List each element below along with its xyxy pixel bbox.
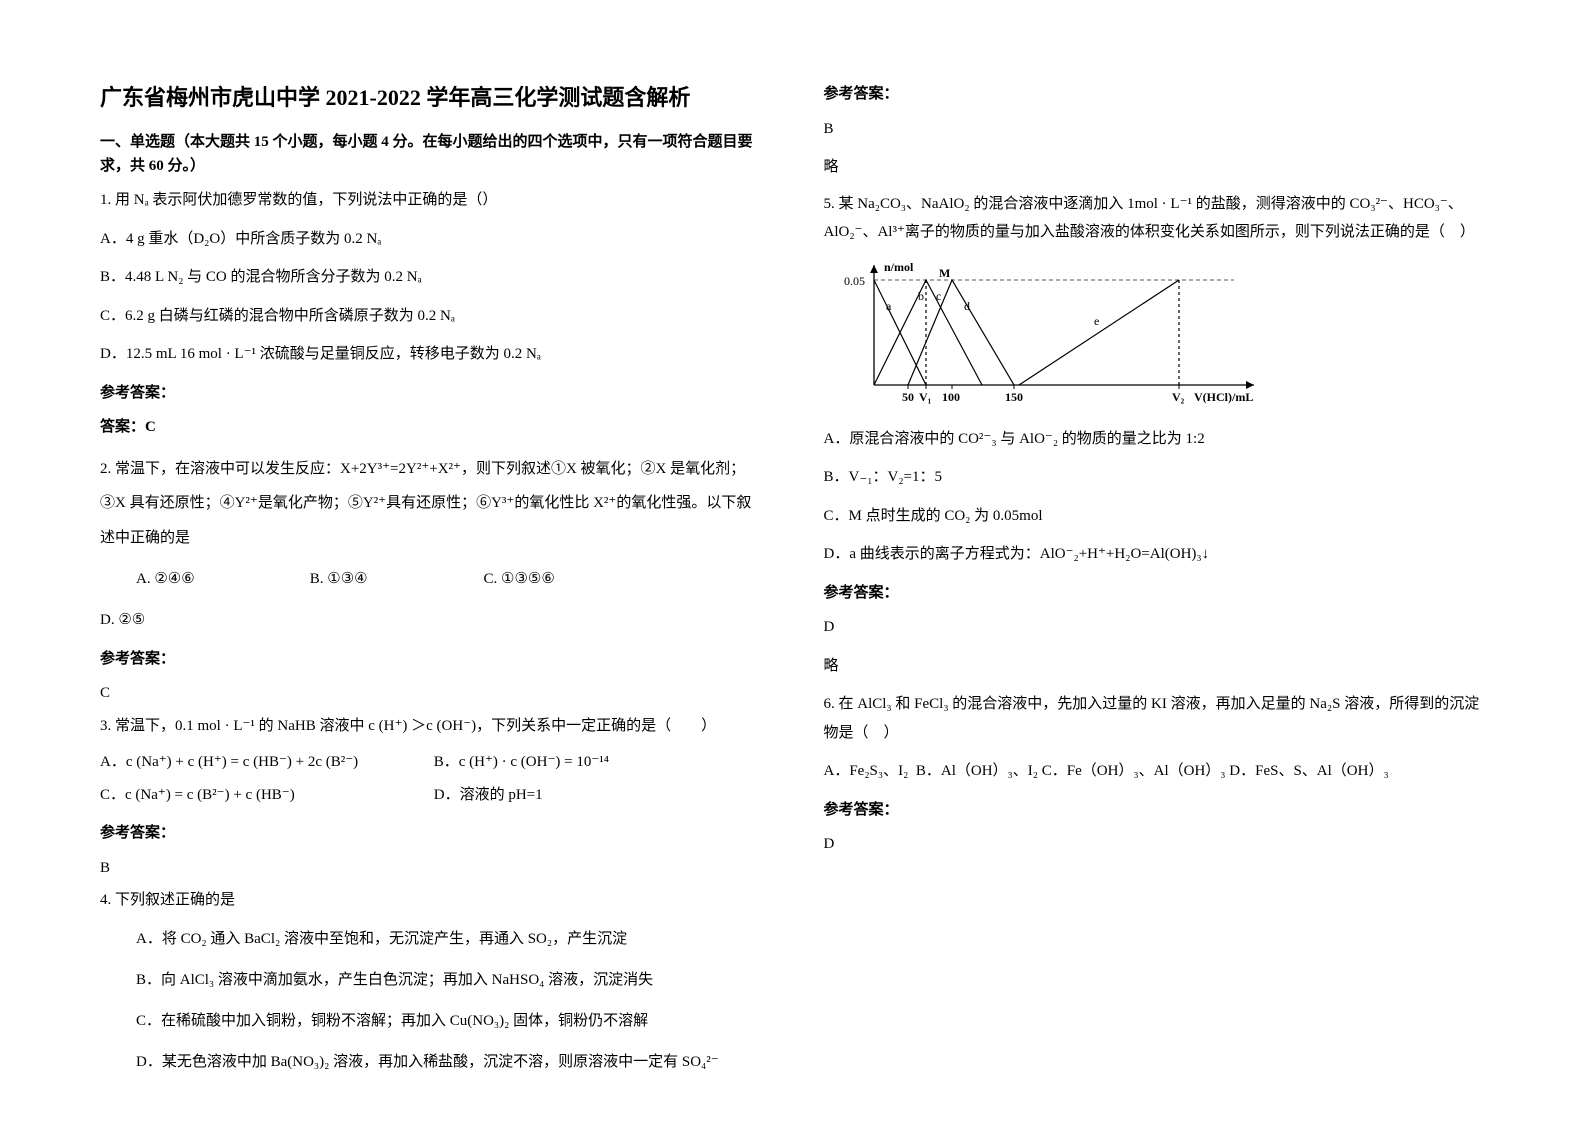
chart-m-label: M — [939, 266, 950, 280]
q1-stem: 1. 用 Nₐ 表示阿伏加德罗常数的值，下列说法中正确的是（） — [100, 186, 764, 215]
section-header: 一、单选题（本大题共 15 个小题，每小题 4 分。在每小题给出的四个选项中，只… — [100, 130, 764, 178]
q4-option-a: A．将 CO₂ 通入 BaCl₂ 溶液中至饱和，无沉淀产生，再通入 SO₂，产生… — [100, 923, 764, 956]
svg-text:V₂: V₂ — [1172, 390, 1185, 404]
q2-option-b: B. ①③④ — [310, 563, 480, 596]
q5-answer-header: 参考答案： — [824, 579, 1488, 608]
q4-option-d: D．某无色溶液中加 Ba(NO₃)₂ 溶液，再加入稀盐酸，沉淀不溶，则原溶液中一… — [100, 1046, 764, 1079]
svg-text:V₁: V₁ — [919, 390, 932, 404]
q3-options-row2: C．c (Na⁺) = c (B²⁻) + c (HB⁻) D．溶液的 pH=1 — [100, 781, 764, 810]
svg-text:100: 100 — [942, 390, 960, 404]
q5-option-a: A．原混合溶液中的 CO²⁻₃ 与 AlO⁻₂ 的物质的量之比为 1:2 — [824, 425, 1488, 454]
q5-omitted: 略 — [824, 652, 1488, 681]
chart-y-label: n/mol — [884, 260, 914, 274]
q6-stem: 6. 在 AlCl₃ 和 FeCl₃ 的混合溶液中，先加入过量的 KI 溶液，再… — [824, 690, 1488, 747]
question-6: 6. 在 AlCl₃ 和 FeCl₃ 的混合溶液中，先加入过量的 KI 溶液，再… — [824, 690, 1488, 859]
q6-option-d: D．FeS、S、Al（OH）₃ — [1229, 757, 1388, 786]
q3-option-b: B．c (H⁺) · c (OH⁻) = 10⁻¹⁴ — [434, 748, 609, 777]
q6-option-c: C．Fe（OH）₃、Al（OH）₃ — [1042, 757, 1226, 786]
q5-option-d: D．a 曲线表示的离子方程式为：AlO⁻₂+H⁺+H₂O=Al(OH)₃↓ — [824, 540, 1488, 569]
question-3: 3. 常温下，0.1 mol · L⁻¹ 的 NaHB 溶液中 c (H⁺) ＞… — [100, 712, 764, 883]
q1-option-d: D．12.5 mL 16 mol · L⁻¹ 浓硫酸与足量铜反应，转移电子数为 … — [100, 340, 764, 369]
q2-answer: C — [100, 679, 764, 708]
q6-options-row: A．Fe₂S₃、I₂ B．Al（OH）₃、I₂ C．Fe（OH）₃、Al（OH）… — [824, 757, 1488, 786]
svg-text:e: e — [1094, 314, 1099, 328]
q5-chart-svg: n/mol 0.05 M — [824, 255, 1324, 415]
q4-option-b: B．向 AlCl₃ 溶液中滴加氨水，产生白色沉淀；再加入 NaHSO₄ 溶液，沉… — [100, 964, 764, 997]
q1-option-b: B．4.48 L N₂ 与 CO 的混合物所含分子数为 0.2 Nₐ — [100, 263, 764, 292]
q3-option-c: C．c (Na⁺) = c (B²⁻) + c (HB⁻) — [100, 781, 430, 810]
q5-answer: D — [824, 613, 1488, 642]
svg-text:150: 150 — [1005, 390, 1023, 404]
q2-options-row1: A. ②④⑥ B. ①③④ C. ①③⑤⑥ — [100, 563, 764, 596]
question-2: 2. 常温下，在溶液中可以发生反应：X+2Y³⁺=2Y²⁺+X²⁺，则下列叙述①… — [100, 452, 764, 708]
q5-stem: 5. 某 Na₂CO₃、NaAlO₂ 的混合溶液中逐滴加入 1mol · L⁻¹… — [824, 190, 1488, 247]
q2-option-a: A. ②④⑥ — [136, 563, 306, 596]
q6-option-b: B．Al（OH）₃、I₂ — [916, 757, 1038, 786]
svg-text:b: b — [918, 289, 924, 303]
q1-answer: 答案：C — [100, 413, 764, 442]
q4-answer: B — [824, 115, 1488, 144]
q6-answer-header: 参考答案： — [824, 796, 1488, 825]
q5-chart: n/mol 0.05 M — [824, 255, 1324, 415]
q3-option-d: D．溶液的 pH=1 — [434, 781, 543, 810]
q2-option-d: D. ②⑤ — [100, 606, 764, 635]
q5-option-b: B．V₋₁：V₂=1：5 — [824, 463, 1488, 492]
q4-stem: 4. 下列叙述正确的是 — [100, 886, 764, 915]
q6-answer: D — [824, 830, 1488, 859]
svg-text:d: d — [964, 299, 970, 313]
chart-x-tick-labels: 50 V₁ 100 150 V₂ — [902, 390, 1185, 404]
q3-answer-header: 参考答案： — [100, 819, 764, 848]
q1-option-a: A．4 g 重水（D₂O）中所含质子数为 0.2 Nₐ — [100, 225, 764, 254]
chart-x-label: V(HCl)/mL — [1194, 390, 1253, 404]
q3-options-row1: A．c (Na⁺) + c (H⁺) = c (HB⁻) + 2c (B²⁻) … — [100, 748, 764, 777]
q1-option-c: C．6.2 g 白磷与红磷的混合物中所含磷原子数为 0.2 Nₐ — [100, 302, 764, 331]
q3-answer: B — [100, 854, 764, 883]
svg-text:a: a — [886, 299, 892, 313]
q6-option-a: A．Fe₂S₃、I₂ — [824, 757, 909, 786]
q4-answer-header: 参考答案： — [824, 80, 1488, 109]
page-title: 广东省梅州市虎山中学 2021-2022 学年高三化学测试题含解析 — [100, 80, 764, 112]
question-5: 5. 某 Na₂CO₃、NaAlO₂ 的混合溶液中逐滴加入 1mol · L⁻¹… — [824, 190, 1488, 681]
q3-option-a: A．c (Na⁺) + c (H⁺) = c (HB⁻) + 2c (B²⁻) — [100, 748, 430, 777]
q3-stem: 3. 常温下，0.1 mol · L⁻¹ 的 NaHB 溶液中 c (H⁺) ＞… — [100, 712, 764, 741]
svg-text:50: 50 — [902, 390, 914, 404]
chart-curve-labels: a b c d e — [886, 289, 1099, 328]
q4-omitted: 略 — [824, 153, 1488, 182]
q4-option-c: C．在稀硫酸中加入铜粉，铜粉不溶解；再加入 Cu(NO₃)₂ 固体，铜粉仍不溶解 — [100, 1005, 764, 1038]
q2-option-c: C. ①③⑤⑥ — [484, 563, 555, 596]
q2-answer-header: 参考答案： — [100, 645, 764, 674]
q1-answer-header: 参考答案： — [100, 379, 764, 408]
question-1: 1. 用 Nₐ 表示阿伏加德罗常数的值，下列说法中正确的是（） A．4 g 重水… — [100, 186, 764, 442]
chart-y-max-label: 0.05 — [844, 274, 865, 288]
q5-option-c: C．M 点时生成的 CO₂ 为 0.05mol — [824, 502, 1488, 531]
q2-stem: 2. 常温下，在溶液中可以发生反应：X+2Y³⁺=2Y²⁺+X²⁺，则下列叙述①… — [100, 452, 764, 556]
svg-text:c: c — [936, 289, 941, 303]
